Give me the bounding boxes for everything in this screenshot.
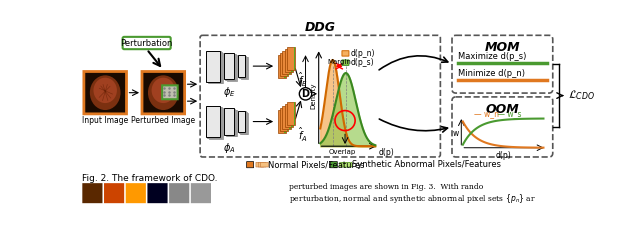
Text: perturbed images are shown in Fig. 3.  With rando: perturbed images are shown in Fig. 3. Wi… [289, 183, 483, 191]
FancyBboxPatch shape [125, 183, 146, 203]
FancyBboxPatch shape [289, 51, 291, 74]
FancyBboxPatch shape [225, 109, 235, 135]
Text: $\phi_E$: $\phi_E$ [223, 85, 236, 99]
Text: Synthetic Abnormal Pixels/Features: Synthetic Abnormal Pixels/Features [352, 160, 501, 169]
FancyBboxPatch shape [342, 60, 349, 65]
FancyBboxPatch shape [227, 55, 237, 81]
FancyBboxPatch shape [239, 56, 246, 78]
Text: DDG: DDG [305, 21, 336, 34]
FancyBboxPatch shape [209, 52, 223, 83]
Text: Minimize d(p_n): Minimize d(p_n) [458, 69, 525, 78]
Ellipse shape [148, 75, 179, 110]
FancyBboxPatch shape [259, 162, 266, 167]
FancyBboxPatch shape [291, 104, 293, 127]
Text: $\hat{f}_E$: $\hat{f}_E$ [298, 71, 308, 89]
FancyBboxPatch shape [256, 162, 264, 167]
FancyBboxPatch shape [287, 53, 289, 76]
FancyBboxPatch shape [294, 47, 296, 70]
FancyBboxPatch shape [342, 162, 349, 167]
Text: OOM: OOM [486, 103, 519, 116]
Text: Perturbation: Perturbation [120, 39, 173, 48]
FancyBboxPatch shape [225, 54, 235, 80]
FancyBboxPatch shape [287, 108, 289, 131]
FancyBboxPatch shape [240, 112, 247, 134]
FancyBboxPatch shape [285, 104, 293, 127]
Text: MOM: MOM [484, 42, 520, 54]
Text: $\phi_A$: $\phi_A$ [223, 141, 236, 155]
FancyBboxPatch shape [226, 54, 236, 80]
FancyBboxPatch shape [342, 51, 349, 56]
FancyBboxPatch shape [330, 162, 337, 168]
FancyBboxPatch shape [285, 49, 293, 72]
FancyBboxPatch shape [162, 85, 178, 99]
FancyBboxPatch shape [278, 110, 286, 133]
FancyBboxPatch shape [208, 107, 222, 138]
FancyBboxPatch shape [340, 162, 348, 167]
FancyBboxPatch shape [104, 183, 124, 203]
FancyBboxPatch shape [280, 108, 289, 131]
FancyBboxPatch shape [239, 111, 246, 133]
Text: — w_s: — w_s [495, 109, 521, 118]
Ellipse shape [152, 78, 175, 103]
Text: Overlap: Overlap [328, 148, 356, 155]
FancyBboxPatch shape [282, 51, 291, 74]
Text: d(p_n): d(p_n) [351, 49, 375, 58]
FancyBboxPatch shape [278, 55, 286, 78]
FancyBboxPatch shape [84, 71, 127, 114]
Ellipse shape [93, 78, 117, 103]
FancyBboxPatch shape [123, 37, 171, 49]
FancyBboxPatch shape [246, 162, 253, 168]
FancyBboxPatch shape [208, 52, 222, 83]
FancyBboxPatch shape [207, 107, 221, 138]
FancyBboxPatch shape [287, 47, 296, 70]
FancyBboxPatch shape [206, 51, 220, 81]
Text: $\hat{f}_A$: $\hat{f}_A$ [298, 126, 307, 144]
FancyBboxPatch shape [294, 102, 296, 125]
FancyBboxPatch shape [238, 111, 245, 132]
FancyBboxPatch shape [169, 183, 189, 203]
Text: perturbation, normal and synthetic abnormal pixel sets $\{p_n\}$ ar: perturbation, normal and synthetic abnor… [289, 192, 536, 205]
Text: d(p): d(p) [495, 151, 511, 160]
FancyBboxPatch shape [207, 51, 221, 82]
FancyBboxPatch shape [260, 162, 268, 167]
FancyBboxPatch shape [209, 108, 223, 139]
FancyBboxPatch shape [241, 113, 248, 134]
FancyBboxPatch shape [224, 53, 234, 79]
FancyBboxPatch shape [226, 110, 236, 136]
Text: Normal Pixels/Features: Normal Pixels/Features [268, 160, 365, 169]
FancyBboxPatch shape [142, 71, 184, 114]
FancyBboxPatch shape [227, 110, 237, 137]
Text: d(p): d(p) [378, 148, 394, 157]
Text: d(p_s): d(p_s) [351, 58, 374, 67]
FancyBboxPatch shape [344, 162, 352, 167]
FancyBboxPatch shape [206, 106, 220, 137]
FancyBboxPatch shape [83, 183, 102, 203]
Ellipse shape [90, 75, 120, 110]
FancyBboxPatch shape [284, 110, 286, 133]
Text: Fig. 2. The framework of CDO.: Fig. 2. The framework of CDO. [83, 174, 218, 183]
FancyBboxPatch shape [238, 55, 245, 77]
Text: Margin: Margin [327, 59, 351, 65]
FancyBboxPatch shape [287, 102, 296, 125]
Text: w: w [452, 129, 459, 138]
FancyBboxPatch shape [280, 53, 289, 76]
Text: Maximize d(p_s): Maximize d(p_s) [458, 52, 527, 61]
Text: Input Image: Input Image [82, 116, 128, 125]
FancyBboxPatch shape [191, 183, 211, 203]
FancyBboxPatch shape [282, 106, 291, 129]
Text: D: D [301, 89, 310, 99]
FancyBboxPatch shape [291, 49, 293, 72]
Circle shape [300, 88, 312, 100]
FancyBboxPatch shape [241, 57, 248, 79]
Text: Density: Density [310, 82, 316, 109]
FancyBboxPatch shape [284, 55, 286, 78]
Text: Perturbed Image: Perturbed Image [131, 116, 195, 125]
Text: $\mathcal{L}_{CDO}$: $\mathcal{L}_{CDO}$ [568, 89, 595, 103]
FancyBboxPatch shape [147, 183, 168, 203]
Text: — w_n: — w_n [474, 109, 499, 118]
FancyBboxPatch shape [224, 108, 234, 135]
FancyBboxPatch shape [289, 106, 291, 129]
FancyBboxPatch shape [240, 57, 247, 78]
